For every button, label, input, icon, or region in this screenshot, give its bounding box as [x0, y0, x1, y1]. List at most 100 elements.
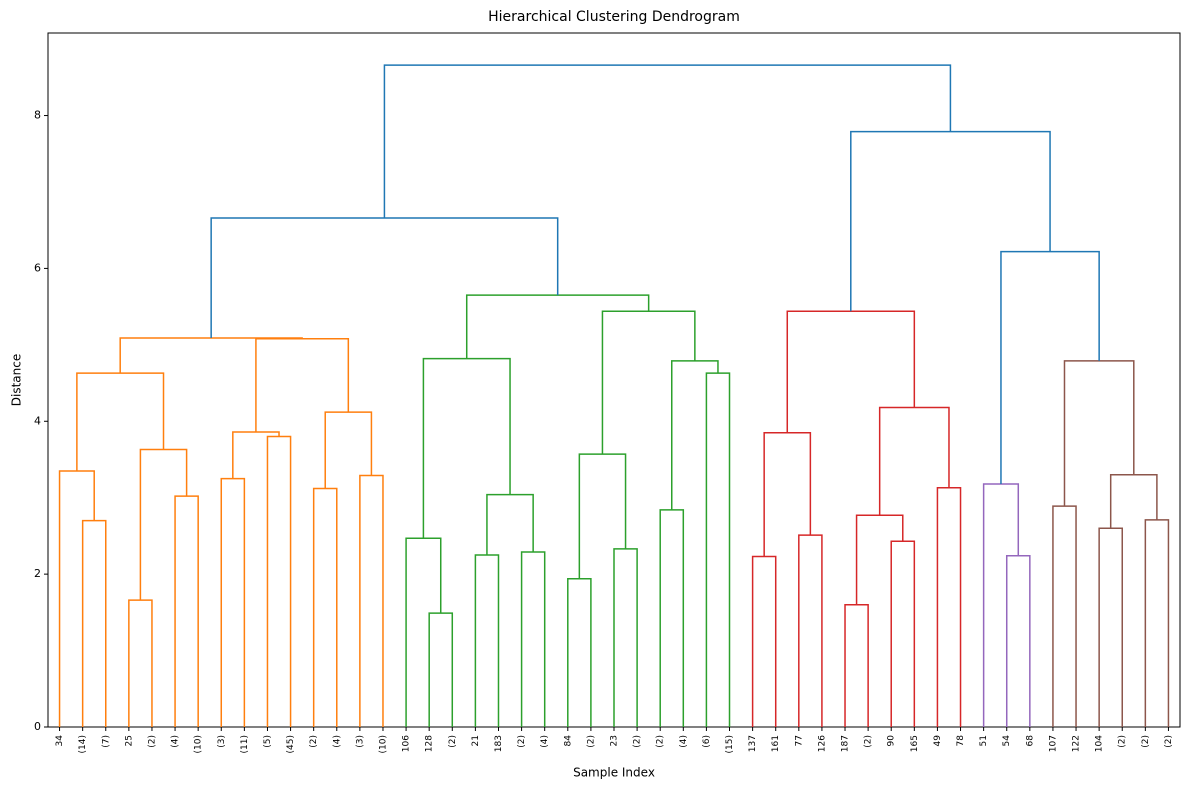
y-tick-label: 4 — [34, 414, 41, 427]
leaf-label: 23 — [610, 735, 620, 746]
link — [855, 514, 904, 605]
leaf-label: (5) — [263, 735, 273, 748]
link — [128, 599, 153, 727]
leaf-label: (11) — [240, 735, 250, 753]
leaf-label: (4) — [332, 735, 342, 748]
leaf-label: (2) — [864, 735, 874, 748]
link — [119, 337, 303, 374]
leaf-label: (2) — [517, 735, 527, 748]
leaf-label: 104 — [1095, 735, 1105, 752]
link — [578, 453, 627, 579]
link — [81, 519, 107, 727]
leaf-label: 183 — [494, 735, 504, 752]
link — [266, 435, 292, 727]
link — [890, 540, 916, 727]
leaf-label: (45) — [286, 735, 296, 753]
leaf-label: 78 — [956, 735, 966, 747]
leaf-label: 187 — [841, 735, 851, 752]
link — [1005, 555, 1031, 727]
link — [486, 493, 534, 556]
link — [1052, 505, 1077, 727]
link — [324, 411, 373, 489]
link — [1144, 519, 1170, 727]
link — [174, 495, 199, 727]
leaf-label: (7) — [101, 735, 111, 748]
leaf-label: 128 — [425, 735, 435, 752]
leaf-label: 84 — [563, 735, 573, 747]
link — [428, 612, 454, 727]
link — [465, 294, 650, 359]
leaf-label: 137 — [748, 735, 758, 752]
link — [798, 534, 823, 727]
leaf-label: 161 — [771, 735, 781, 752]
link — [58, 470, 95, 727]
link — [520, 551, 546, 727]
leaf-label: 122 — [1072, 735, 1082, 752]
link — [422, 357, 511, 539]
leaf-label: 34 — [55, 735, 65, 747]
y-tick-label: 8 — [34, 109, 41, 122]
x-axis-label: Sample Index — [573, 766, 655, 780]
leaf-label: (2) — [448, 735, 458, 748]
y-axis-label: Distance — [10, 354, 24, 406]
leaf-label: (2) — [1164, 735, 1174, 748]
link — [1000, 250, 1100, 484]
link — [405, 537, 442, 727]
leaf-label: 106 — [402, 735, 412, 752]
link — [76, 372, 165, 471]
link — [982, 483, 1020, 727]
link — [255, 337, 350, 432]
link — [1063, 360, 1135, 507]
link — [659, 509, 685, 727]
leaf-label: 165 — [910, 735, 920, 752]
leaf-label: (10) — [378, 735, 388, 753]
link — [139, 448, 188, 601]
link — [850, 130, 1051, 312]
leaf-label: 90 — [887, 735, 897, 747]
link — [312, 487, 338, 727]
link — [567, 577, 592, 727]
leaf-label: 107 — [1048, 735, 1058, 752]
link — [705, 372, 731, 727]
leaf-label: (4) — [679, 735, 689, 748]
link — [1098, 527, 1123, 727]
leaf-label: (2) — [309, 735, 319, 748]
link — [671, 360, 719, 510]
leaf-label: 77 — [794, 735, 804, 746]
leaf-label: 54 — [1002, 735, 1012, 747]
leaf-label: (10) — [194, 735, 204, 753]
leaf-label: (2) — [1141, 735, 1151, 748]
y-tick-label: 0 — [34, 720, 41, 733]
link — [844, 603, 869, 727]
leaf-label: (15) — [725, 735, 735, 753]
link — [210, 217, 559, 338]
leaf-label: (14) — [78, 735, 88, 753]
leaf-label: (2) — [1118, 735, 1128, 748]
leaf-label: 68 — [1025, 735, 1035, 747]
leaf-label: (4) — [540, 735, 550, 748]
leaf-label: 51 — [979, 735, 989, 746]
link — [878, 406, 950, 516]
leaf-label: 21 — [471, 735, 481, 746]
leaf-label: 25 — [124, 735, 134, 746]
leaf-label: (4) — [171, 735, 181, 748]
leaf-label: (2) — [586, 735, 596, 748]
link — [383, 64, 952, 218]
link — [751, 555, 777, 727]
leaf-label: (2) — [656, 735, 666, 748]
leaf-label: 126 — [817, 735, 827, 752]
link — [613, 548, 638, 727]
link — [474, 554, 500, 727]
link — [763, 431, 812, 557]
leaf-label: (2) — [147, 735, 157, 748]
y-tick-label: 6 — [34, 261, 41, 274]
link — [232, 431, 280, 479]
link — [220, 477, 246, 727]
link — [936, 487, 962, 727]
leaf-label: (3) — [217, 735, 227, 748]
leaf-label: (6) — [702, 735, 712, 748]
leaf-label: 49 — [933, 735, 943, 747]
y-tick-label: 2 — [34, 567, 41, 580]
leaf-label: (2) — [633, 735, 643, 748]
